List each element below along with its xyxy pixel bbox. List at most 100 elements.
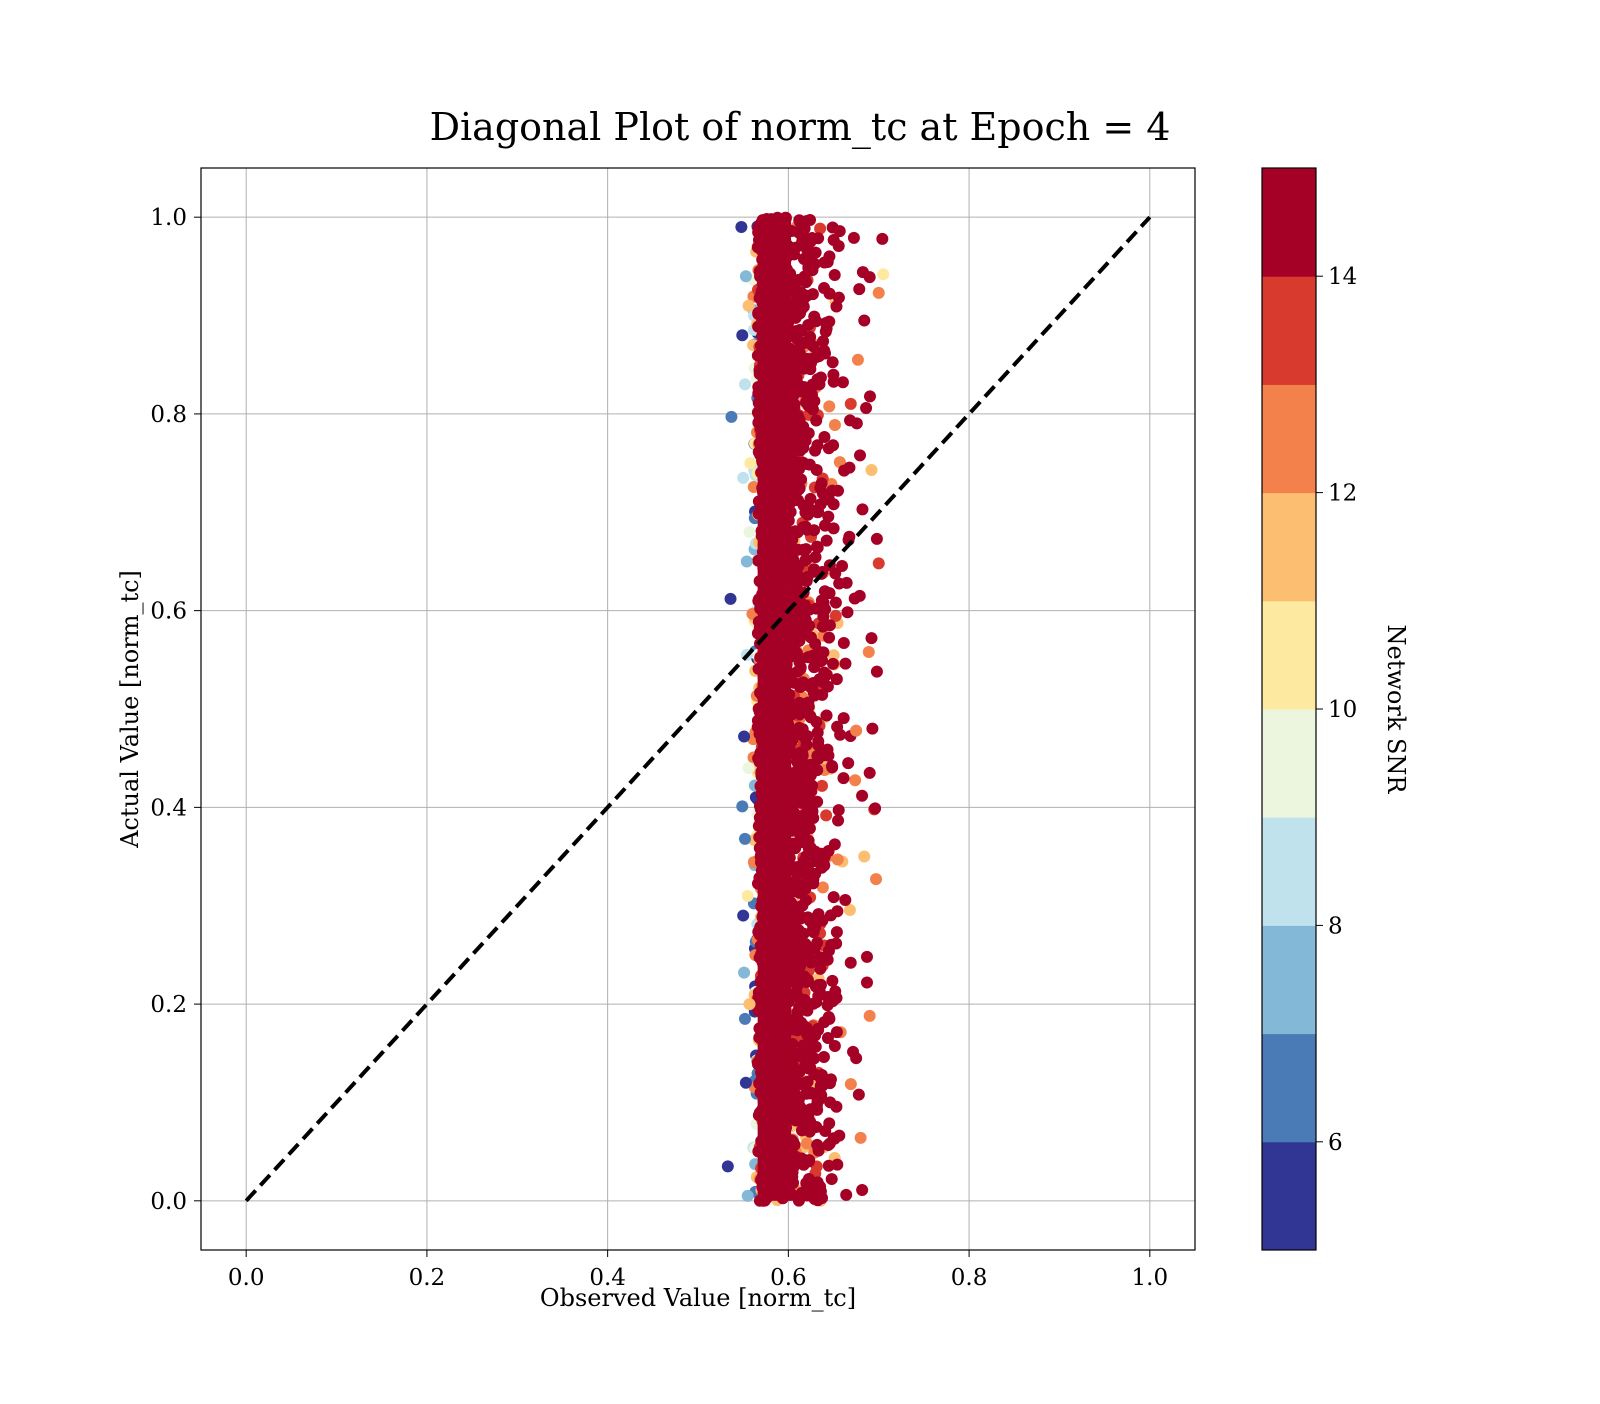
x-axis-label: Observed Value [norm_tc] [540, 1284, 856, 1312]
scatter-point [804, 953, 817, 966]
scatter-point [819, 519, 832, 532]
scatter-point [870, 532, 883, 545]
scatter-point [797, 855, 810, 868]
scatter-point [797, 499, 810, 512]
scatter-point [823, 631, 836, 644]
y-tick-label: 0.8 [150, 402, 187, 428]
scatter-point [856, 1184, 869, 1197]
y-tick-label: 0.4 [150, 795, 187, 821]
x-tick-label: 0.2 [409, 1265, 446, 1291]
scatter-point [827, 649, 840, 662]
colorbar-bin [1262, 1141, 1316, 1251]
scatter-point [743, 525, 756, 538]
scatter-point [863, 390, 876, 403]
scatter-point [850, 724, 863, 737]
scatter-point [802, 791, 815, 804]
scatter-point [737, 909, 750, 922]
scatter-point [739, 270, 752, 283]
scatter-point [805, 388, 818, 401]
colorbar-tick-label: 6 [1328, 1130, 1343, 1156]
scatter-point [793, 883, 806, 896]
scatter-point [849, 774, 862, 787]
scatter-point [801, 911, 814, 924]
scatter-point [735, 221, 748, 234]
chart-title: Diagonal Plot of norm_tc at Epoch = 4 [430, 105, 1171, 150]
scatter-point [805, 1086, 818, 1099]
scatter-point [804, 758, 817, 771]
scatter-point [794, 216, 807, 229]
scatter-point [742, 762, 755, 775]
scatter-point [812, 735, 825, 748]
scatter-point [817, 646, 830, 659]
colorbar-bin [1262, 600, 1316, 710]
scatter-point [793, 1001, 806, 1014]
scatter-point [797, 456, 810, 469]
scatter-point [820, 709, 833, 722]
scatter-point [844, 1078, 857, 1091]
scatter-point [832, 814, 845, 827]
scatter-point [737, 471, 750, 484]
scatter-point [741, 1189, 754, 1202]
scatter-point [850, 1052, 863, 1065]
scatter-point [862, 645, 875, 658]
scatter-point [812, 1144, 825, 1157]
scatter-point [822, 845, 835, 858]
scatter-point [853, 589, 866, 602]
plot-area: 0.0 0.2 0.4 0.6 0.8 1.0 0.0 0.2 0.4 0.6 0.8 1.0 [150, 167, 1196, 1291]
scatter-point [803, 1154, 816, 1167]
scatter-point [827, 234, 840, 247]
scatter-point [817, 335, 830, 348]
scatter-point [844, 956, 857, 969]
scatter-point [820, 809, 833, 822]
scatter-point [724, 592, 737, 605]
scatter-point [809, 551, 822, 564]
colorbar-label: Network SNR [1382, 625, 1410, 795]
scatter-point [826, 356, 839, 369]
scatter-point [823, 400, 836, 413]
colorbar-bin [1262, 925, 1316, 1035]
scatter-point [795, 337, 808, 350]
scatter-point [854, 449, 867, 462]
scatter-point [816, 914, 829, 927]
scatter-point [803, 249, 816, 262]
scatter-point [820, 534, 833, 547]
colorbar-tick-label: 12 [1328, 481, 1357, 507]
scatter-point [797, 927, 810, 940]
x-tick-label: 0.0 [228, 1265, 265, 1291]
scatter-point [843, 903, 856, 916]
scatter-point [817, 596, 830, 609]
scatter-point [825, 938, 838, 951]
scatter-point [825, 1173, 838, 1186]
scatter-point [808, 689, 821, 702]
scatter-point [736, 800, 749, 813]
scatter-point [807, 811, 820, 824]
scatter-point [863, 766, 876, 779]
scatter-point [860, 976, 873, 989]
scatter-point [791, 868, 804, 881]
plot-frame [200, 167, 1196, 1251]
scatter-point [813, 985, 826, 998]
scatter-point [830, 1026, 843, 1039]
scatter-point [790, 935, 803, 948]
scatter-points [721, 211, 890, 1207]
scatter-point [738, 832, 751, 845]
colorbar-bin [1262, 384, 1316, 494]
colorbar-tick-label: 8 [1328, 913, 1343, 939]
scatter-point [738, 730, 751, 743]
scatter-point [824, 1096, 837, 1109]
scatter-point [736, 329, 749, 342]
scatter-point [816, 779, 829, 792]
scatter-point [856, 503, 869, 516]
scatter-point [812, 1023, 825, 1036]
scatter-point [813, 350, 826, 363]
grid-lines [201, 168, 1195, 1250]
scatter-point [813, 958, 826, 971]
scatter-point [801, 508, 814, 521]
scatter-point [806, 942, 819, 955]
scatter-point [870, 665, 883, 678]
scatter-point [831, 905, 844, 918]
scatter-point [823, 587, 836, 600]
scatter-point [810, 996, 823, 1009]
scatter-point [856, 789, 869, 802]
